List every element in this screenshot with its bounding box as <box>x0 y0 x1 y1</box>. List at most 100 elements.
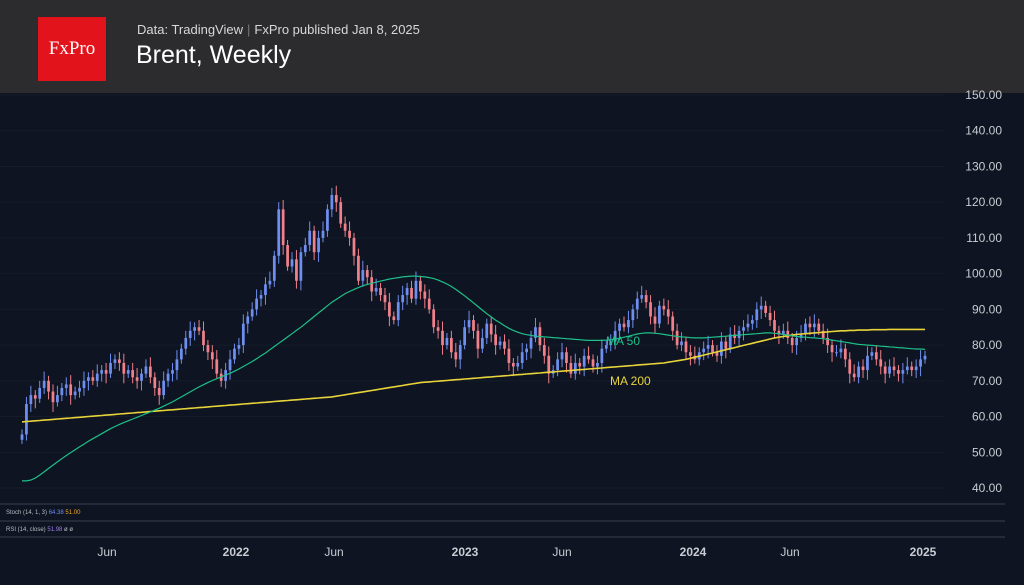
candle-body <box>388 302 391 317</box>
candle-body <box>742 327 745 331</box>
candle-body <box>33 395 37 399</box>
candle-body <box>702 348 706 353</box>
x-tick-label: Jun <box>324 545 343 559</box>
candle-body <box>750 320 754 324</box>
candle-body <box>786 330 790 338</box>
candle-body <box>534 327 537 338</box>
candle-body <box>658 305 661 324</box>
candle-body <box>131 370 135 378</box>
candle-body <box>370 277 374 292</box>
grid-lines <box>0 94 945 489</box>
stoch-label: Stoch (14, 1, 3) <box>6 510 47 516</box>
candle-body <box>25 404 28 435</box>
candle-body <box>613 330 617 342</box>
candle-body <box>467 320 471 328</box>
candle-body <box>737 330 741 338</box>
candle-body <box>866 355 869 371</box>
candle-body <box>542 345 546 356</box>
candle-body <box>711 345 714 353</box>
candle-body <box>419 280 422 292</box>
candle-body <box>910 366 914 371</box>
candle-body <box>405 287 409 296</box>
candle-body <box>295 259 298 281</box>
candle-body <box>122 362 126 374</box>
chart-title: Brent, Weekly <box>136 41 292 69</box>
candle-body <box>883 366 887 374</box>
candle-body <box>618 323 621 331</box>
candle-body <box>857 366 860 378</box>
candle-body <box>458 345 462 360</box>
ma50-annotation: MA 50 <box>606 334 640 348</box>
y-tick-label: 60.00 <box>972 410 1002 424</box>
candle-body <box>666 309 670 317</box>
candle-body <box>427 298 431 310</box>
candle-body <box>100 370 104 374</box>
candle-body <box>812 323 816 328</box>
candle-body <box>118 359 121 363</box>
candle-body <box>671 316 675 331</box>
candle-body <box>241 323 245 346</box>
candle-body <box>604 345 608 349</box>
candle-body <box>591 359 595 367</box>
candle-body <box>852 373 856 378</box>
x-axis-labels: Jun 2022 Jun 2023 Jun 2024 Jun 2025 <box>97 545 936 559</box>
x-tick-label: Jun <box>780 545 799 559</box>
published-date: FxPro published Jan 8, 2025 <box>254 22 420 37</box>
candle-body <box>250 309 254 317</box>
candle-body <box>188 330 192 338</box>
y-tick-label: 80.00 <box>972 338 1002 352</box>
candle-body <box>330 195 334 210</box>
candle-body <box>374 287 378 292</box>
candle-body <box>392 316 396 321</box>
candle-body <box>503 341 506 349</box>
candle-body <box>157 387 161 396</box>
candle-body <box>348 230 351 238</box>
fxpro-logo: FxPro <box>38 17 106 81</box>
rsi-value-2: ø <box>64 527 68 533</box>
candle-body <box>609 341 613 346</box>
candle-body <box>781 330 785 335</box>
candle-body <box>560 352 564 360</box>
candle-body <box>326 209 329 231</box>
candle-body <box>410 287 413 299</box>
logo-text: FxPro <box>48 38 96 59</box>
candle-body <box>206 345 210 353</box>
candle-body <box>680 341 683 346</box>
candle-body <box>286 245 289 267</box>
candle-body <box>20 434 24 440</box>
candle-body <box>148 366 152 378</box>
candle-body <box>334 195 338 203</box>
candle-body <box>87 377 90 381</box>
rsi-value-3: ø <box>69 527 73 533</box>
candle-body <box>494 334 498 346</box>
candle-body <box>73 391 77 396</box>
candle-body <box>237 345 241 349</box>
candle-body <box>197 327 201 331</box>
candle-body <box>277 209 281 256</box>
candle-body <box>210 352 214 360</box>
candle-body <box>357 255 360 281</box>
candle-body <box>379 287 382 296</box>
candle-body <box>733 334 737 338</box>
candle-body <box>759 305 763 310</box>
candle-body <box>547 355 551 374</box>
candle-body <box>472 320 475 331</box>
y-tick-label: 140.00 <box>965 124 1002 138</box>
candle-body <box>401 295 405 303</box>
candle-body <box>343 223 347 231</box>
stoch-value-2: 51.00 <box>65 510 81 516</box>
candle-body <box>640 295 644 299</box>
candle-body <box>644 295 648 303</box>
rsi-value-1: 51.98 <box>47 527 63 533</box>
candle-body <box>720 341 723 356</box>
y-tick-label: 150.00 <box>965 88 1002 102</box>
candle-body <box>622 323 626 328</box>
candle-body <box>42 380 46 388</box>
candle-body <box>321 230 325 238</box>
candle-body <box>706 345 710 349</box>
candle-body <box>897 370 900 374</box>
candle-body <box>78 387 81 392</box>
candle-body <box>511 362 515 367</box>
candle-body <box>383 295 387 303</box>
candle-body <box>352 237 356 256</box>
